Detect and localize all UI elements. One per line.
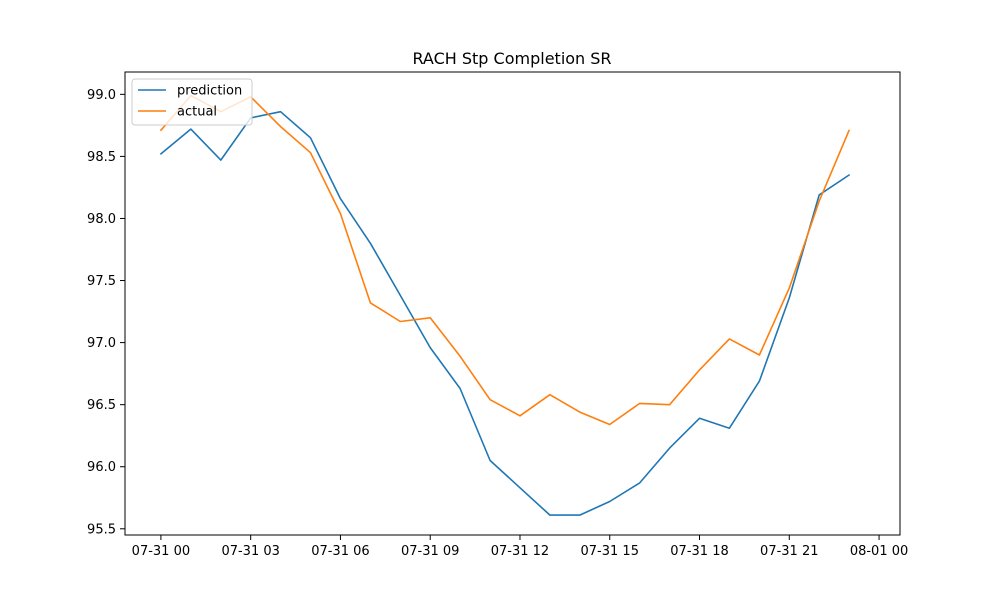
x-axis: 07-31 00 07-31 03 07-31 06 07-31 09 07-31 12… [132,535,908,559]
x-tick-label: 07-31 03 [221,544,279,559]
y-tick-label: 96.5 [87,398,116,413]
legend: prediction actual [131,78,253,126]
y-tick-label: 98.5 [87,150,116,165]
x-tick-label: 07-31 15 [581,544,639,559]
x-tick-label: 07-31 00 [132,544,190,559]
x-tick-label: 08-01 00 [850,544,908,559]
x-tick-label: 07-31 06 [311,544,369,559]
plot-frame [124,71,901,536]
chart-title: RACH Stp Completion SR [412,49,611,68]
series-layer [160,94,850,516]
series-line-prediction [160,110,850,516]
y-tick-label: 97.0 [87,336,116,351]
legend-items: prediction actual [138,84,242,120]
series-line-actual [160,94,850,426]
x-tick-label: 07-31 18 [670,544,728,559]
y-tick-label: 96.0 [87,460,116,475]
legend-label-actual: actual [177,105,217,120]
x-tick-label: 07-31 21 [760,544,818,559]
y-tick-label: 95.5 [87,522,116,537]
y-tick-label: 98.0 [87,212,116,227]
plot-area [125,72,900,535]
y-tick-label: 99.0 [87,88,116,103]
legend-label-prediction: prediction [177,84,242,99]
y-tick-label: 97.5 [87,274,116,289]
x-tick-label: 07-31 12 [491,544,549,559]
y-axis: 95.5 96.0 96.5 97.0 97.5 98.0 98.5 99.0 [87,88,125,537]
x-tick-label: 07-31 09 [401,544,459,559]
